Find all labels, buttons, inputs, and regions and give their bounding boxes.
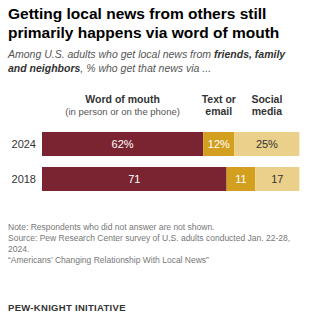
data-label: 25% bbox=[256, 138, 278, 150]
data-label: 17 bbox=[271, 173, 283, 185]
bar-segment bbox=[227, 167, 256, 191]
annotation: (in person or on the phone) bbox=[65, 106, 180, 117]
page: {"chart_data": { "type": "bar", "title":… bbox=[0, 0, 310, 326]
data-label: 11 bbox=[235, 173, 246, 185]
subtitle-part: Among U.S. adults who get local news fro… bbox=[8, 48, 214, 60]
bar-segment bbox=[203, 132, 234, 156]
legend: Word of mouth(in person or on the phone)… bbox=[65, 93, 282, 117]
notes: Note: Respondents who did not answer are… bbox=[8, 222, 300, 266]
legend-line: Word of mouth bbox=[85, 93, 159, 105]
footer: PEW-KNIGHT INITIATIVE bbox=[8, 302, 126, 313]
legend-label: Text oremail bbox=[202, 93, 236, 117]
subtitle-part: , % who get that news via ... bbox=[80, 62, 211, 74]
legend-line: media bbox=[252, 105, 283, 117]
legend-label: Socialmedia bbox=[251, 93, 282, 117]
legend-label: Word of mouth bbox=[85, 93, 159, 105]
category-label: 2018 bbox=[12, 173, 36, 185]
data-label: 12% bbox=[208, 138, 230, 150]
bars bbox=[42, 132, 299, 191]
chart: 62% 12% 25% 71 11 17 2024 2018 Word of mouth(in … bbox=[0, 92, 310, 204]
category-label: 2024 bbox=[12, 138, 36, 150]
legend-line: email bbox=[205, 105, 232, 117]
labels: 62% 12% 25% 71 11 17 2024 2018 bbox=[12, 138, 284, 185]
title: Getting local news from others still pri… bbox=[8, 4, 280, 42]
legend-line: Text or bbox=[202, 93, 236, 105]
note: Note: Respondents who did not answer are… bbox=[8, 222, 300, 233]
note: Source: Pew Research Center survey of U.… bbox=[8, 233, 300, 255]
bar-segment bbox=[42, 167, 227, 191]
bar-segment bbox=[42, 132, 203, 156]
note: “Americans’ Changing Relationship With L… bbox=[8, 255, 300, 266]
data-label: 62% bbox=[112, 138, 134, 150]
subtitle: Among U.S. adults who get local news fro… bbox=[8, 47, 302, 75]
bar-segment bbox=[255, 167, 299, 191]
legend-line: Social bbox=[251, 93, 282, 105]
data-label: 71 bbox=[128, 173, 140, 185]
bar-segment bbox=[234, 132, 299, 156]
